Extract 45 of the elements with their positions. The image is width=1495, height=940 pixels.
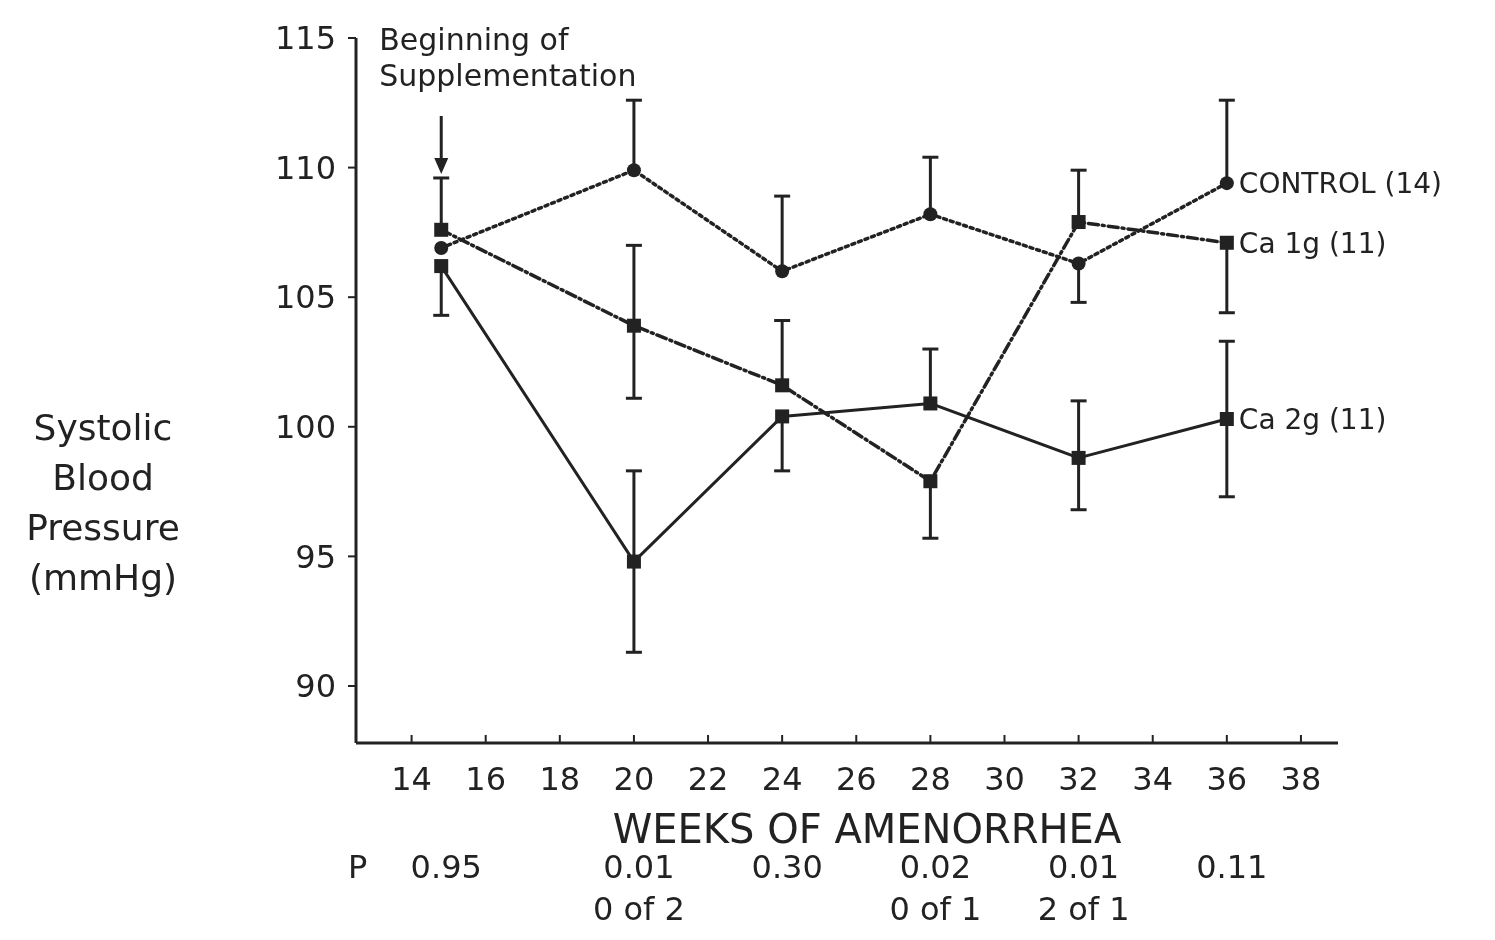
text: 0.95 (410, 848, 482, 886)
y-tick-label: 105 (274, 278, 336, 317)
series-label: Ca 1g (11) (1238, 226, 1387, 260)
y-tick-label: 110 (274, 148, 336, 187)
point (626, 163, 641, 178)
point (923, 396, 938, 411)
y-tick-label: 90 (295, 667, 336, 706)
series-label: CONTROL (14) (1238, 167, 1442, 201)
point (1219, 235, 1234, 250)
point (775, 264, 790, 279)
annotation: Beginning of Supplementation (379, 22, 637, 93)
x-tick-label: 34 (1132, 760, 1174, 798)
point (1071, 256, 1086, 271)
x-tick-label: 26 (835, 760, 877, 798)
x-tick-label: 32 (1058, 760, 1099, 798)
x-tick-label: 38 (1280, 760, 1322, 798)
point (1219, 176, 1234, 191)
point (923, 207, 938, 222)
point (1071, 450, 1086, 465)
point (434, 222, 449, 237)
y-tick-label: 100 (274, 407, 336, 446)
x-tick-label: 20 (613, 760, 655, 798)
point (775, 409, 790, 424)
x-tick-label: 16 (465, 760, 507, 798)
point (626, 318, 641, 333)
point (434, 259, 449, 274)
y-tick-label: 95 (295, 537, 336, 576)
series-label: Ca 2g (11) (1238, 403, 1387, 437)
point (923, 474, 938, 489)
x-tick-label: 30 (984, 760, 1025, 798)
y-tick-label: 115 (274, 19, 336, 58)
text: 0.11 (1196, 848, 1268, 886)
x-tick-label: 18 (539, 760, 581, 798)
point (775, 378, 790, 393)
y-axis-title: Systolic Blood Pressure (mmHg) (26, 407, 180, 598)
point (1219, 412, 1234, 427)
x-tick-label: 28 (910, 760, 951, 798)
x-tick-label: 14 (391, 760, 432, 798)
point (434, 240, 449, 255)
x-tick-label: 36 (1206, 760, 1248, 798)
point (1071, 215, 1086, 230)
x-tick-label: 22 (687, 760, 729, 798)
x-tick-label: 24 (761, 760, 803, 798)
point (626, 554, 641, 569)
text: P (348, 848, 368, 886)
